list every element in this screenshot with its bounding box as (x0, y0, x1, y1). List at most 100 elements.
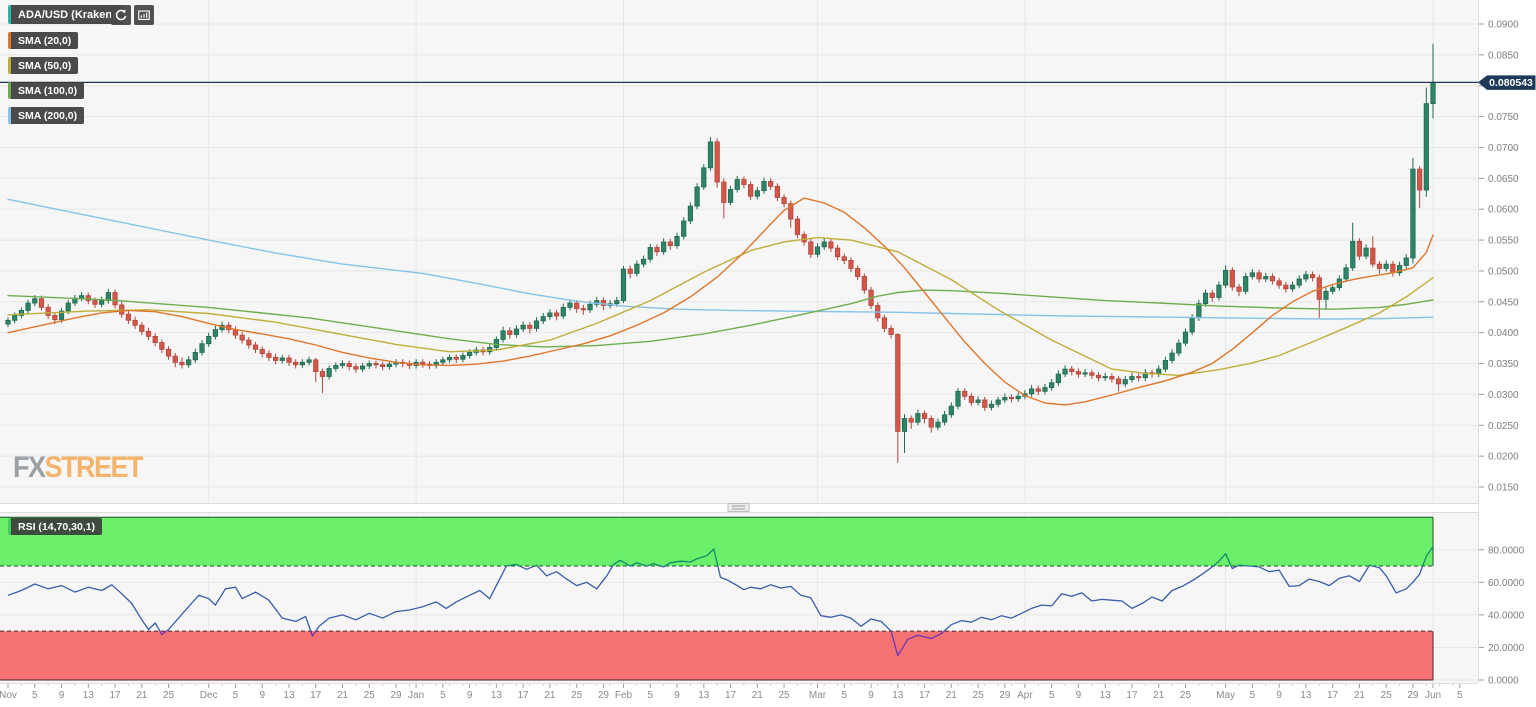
sma-50-line (7, 236, 1434, 376)
chart-settings-button[interactable] (134, 5, 154, 25)
candle-down (353, 366, 359, 370)
candle-down (1069, 368, 1075, 372)
candle-down (273, 356, 279, 361)
date-tick-label: 5 (1049, 690, 1055, 701)
candle-down (179, 361, 185, 366)
price-tick-label: 0.0500 (1488, 266, 1519, 277)
pane-divider-handle[interactable] (727, 503, 750, 512)
candle-up (186, 359, 192, 366)
sma-200-chip: SMA (200,0) (8, 107, 85, 124)
candle-down (1136, 376, 1142, 379)
price-tick-label: 0.0850 (1488, 50, 1519, 61)
candle-up (821, 241, 827, 248)
main-pane-background[interactable] (0, 0, 1478, 503)
candle-up (1423, 103, 1429, 191)
candle-down (748, 184, 754, 197)
candle-down (313, 359, 319, 372)
candle-up (1243, 276, 1249, 292)
candle-up (299, 361, 305, 366)
candle-down (921, 413, 928, 419)
candle-up (1343, 267, 1349, 280)
candle-up (1176, 342, 1182, 354)
candle-down (246, 339, 252, 346)
date-tick-label: 25 (973, 690, 985, 701)
candle-up (1049, 382, 1055, 389)
candle-up (1002, 397, 1008, 401)
candle-down (1269, 276, 1276, 282)
rsi-label: RSI (14,70,30,1) (18, 520, 96, 533)
candle-down (507, 330, 513, 335)
candle-down (293, 361, 299, 366)
candle-down (92, 300, 98, 305)
candle-down (580, 308, 586, 311)
price-tick-label: 0.0250 (1488, 421, 1519, 432)
date-tick-label: 21 (1354, 690, 1366, 701)
refresh-button[interactable] (111, 5, 131, 25)
candle-up (1042, 387, 1048, 392)
rsi-line (7, 546, 1434, 657)
symbol-label: ADA/USD (Kraken) (18, 8, 116, 21)
candle-up (1202, 292, 1209, 305)
candle-down (1370, 247, 1376, 265)
date-axis: Nov 5 9 13 17 21 25 Dec 5 9 13 17 21 25 29 Jan 5 9 13 17 21 2… (0, 684, 1463, 701)
candle-up (440, 359, 446, 363)
date-tick-label: 9 (59, 690, 65, 701)
price-tick-label: 0.0750 (1488, 112, 1519, 123)
date-tick-label: 25 (571, 690, 583, 701)
candle-down (881, 317, 888, 329)
candle-up (32, 298, 38, 304)
candle-up (25, 302, 31, 311)
candle-down (1276, 280, 1282, 286)
date-tick-label: 17 (725, 690, 737, 701)
date-tick-label: 21 (946, 690, 958, 701)
date-tick-label: 13 (491, 690, 503, 701)
candle-up (1363, 247, 1369, 257)
date-tick-label: Nov (0, 690, 17, 701)
candle-down (1256, 272, 1262, 280)
watermark-street: STREET (44, 451, 144, 484)
candle-up (1182, 331, 1189, 344)
candle-down (794, 218, 801, 235)
candle-down (1283, 284, 1289, 290)
symbol-chip: ADA/USD (Kraken) (8, 5, 123, 24)
price-tick-label: 0.0150 (1488, 482, 1519, 493)
candle-up (460, 355, 466, 360)
price-tick-label: 0.0700 (1488, 143, 1519, 154)
candle-down (801, 234, 807, 243)
candle-down (788, 203, 794, 220)
date-tick-label: 25 (1180, 690, 1192, 701)
date-tick-label: 13 (1100, 690, 1112, 701)
candle-down (553, 312, 560, 317)
candle-up (78, 295, 85, 299)
candle-down (1035, 388, 1041, 392)
date-tick-label: 25 (1381, 690, 1393, 701)
candle-up (814, 246, 821, 255)
date-tick-label: 9 (259, 690, 265, 701)
date-tick-label: 13 (283, 690, 295, 701)
refresh-icon (115, 9, 127, 21)
date-tick-label: 5 (233, 690, 239, 701)
price-tick-label: 0.0650 (1488, 174, 1519, 185)
date-tick-label: 9 (1076, 690, 1082, 701)
candle-down (1356, 240, 1363, 257)
candle-down (286, 357, 292, 363)
candle-up (707, 141, 714, 169)
date-tick-label: 5 (1250, 690, 1256, 701)
rsi-oversold-band (0, 631, 1434, 680)
date-tick-label: 5 (32, 690, 38, 701)
candle-up (366, 363, 372, 367)
date-tick-label: 5 (440, 690, 446, 701)
sma-100-chip: SMA (100,0) (8, 82, 85, 99)
candle-up (65, 302, 71, 312)
date-tick-label: Apr (1017, 690, 1033, 701)
candle-down (1236, 286, 1242, 292)
date-tick-label: 17 (310, 690, 322, 701)
candle-down (861, 276, 867, 291)
candle-down (132, 319, 138, 326)
candle-up (212, 329, 218, 337)
candle-down (768, 181, 774, 187)
candle-up (1410, 168, 1416, 259)
candle-down (159, 342, 165, 350)
candle-up (58, 310, 65, 321)
